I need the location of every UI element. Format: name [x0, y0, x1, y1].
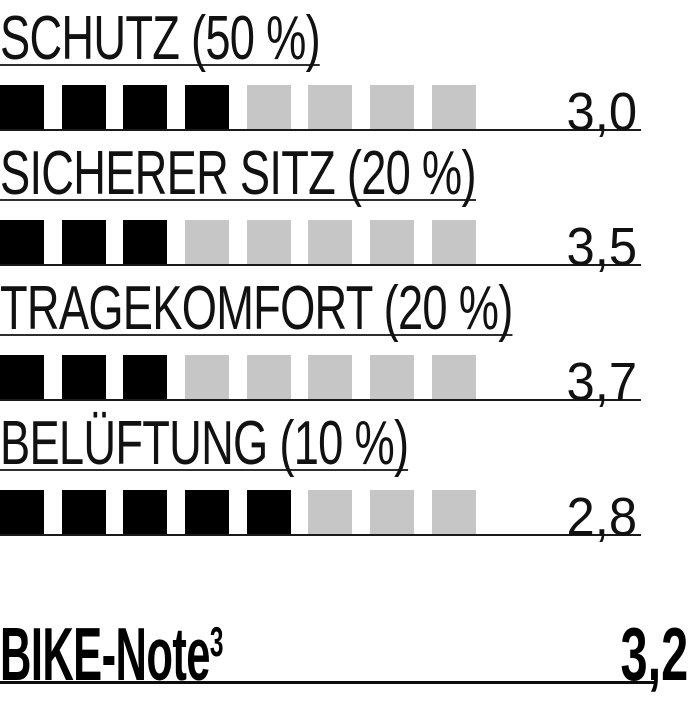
- total-line: [0, 681, 656, 684]
- rating-row-tragekomfort: TRAGEKOMFORT (20 %) 3,7: [0, 270, 689, 409]
- category-label: TRAGEKOMFORT (20 %): [0, 274, 513, 343]
- rating-square-filled: [0, 220, 44, 264]
- rating-square-filled: [0, 355, 44, 399]
- rating-row-sicherer-sitz: SICHERER SITZ (20 %) 3,5: [0, 135, 689, 274]
- row-baseline: [0, 534, 641, 536]
- rating-square-filled: [123, 220, 168, 264]
- rating-square-empty: [431, 85, 476, 129]
- rating-square-empty: [308, 85, 353, 129]
- rating-square-filled: [61, 490, 106, 534]
- rating-square-filled: [0, 490, 44, 534]
- row-baseline: [0, 399, 641, 401]
- rating-value: 3,0: [566, 82, 637, 142]
- rating-square-empty: [185, 220, 230, 264]
- row-baseline: [0, 264, 641, 266]
- total-label: BIKE-Note3: [0, 617, 223, 692]
- rating-square-filled: [246, 490, 291, 534]
- rating-square-empty: [246, 85, 291, 129]
- rating-row-schutz: SCHUTZ (50 %) 3,0: [0, 0, 689, 139]
- rating-square-empty: [246, 355, 291, 399]
- total-value: 3,2: [620, 612, 688, 696]
- rating-square-empty: [308, 355, 353, 399]
- rating-squares: [0, 220, 476, 264]
- rating-square-empty: [370, 85, 415, 129]
- row-baseline: [0, 129, 641, 131]
- rating-square-empty: [308, 490, 353, 534]
- rating-square-filled: [61, 220, 106, 264]
- rating-squares: [0, 85, 476, 129]
- category-label: SICHERER SITZ (20 %): [0, 139, 477, 208]
- rating-squares: [0, 355, 476, 399]
- total-superscript: 3: [209, 618, 224, 665]
- rating-square-filled: [123, 85, 168, 129]
- rating-square-filled: [0, 85, 44, 129]
- rating-square-filled: [185, 85, 230, 129]
- rating-squares: [0, 490, 476, 534]
- category-label: BELÜFTUNG (10 %): [0, 409, 409, 478]
- rating-square-filled: [61, 85, 106, 129]
- rating-square-empty: [185, 355, 230, 399]
- rating-square-empty: [308, 220, 353, 264]
- rating-square-empty: [370, 355, 415, 399]
- rating-square-filled: [61, 355, 106, 399]
- rating-value: 3,7: [566, 352, 637, 412]
- rating-square-filled: [123, 355, 168, 399]
- total-label-text: BIKE-Note: [0, 612, 210, 696]
- rating-square-empty: [431, 220, 476, 264]
- rating-square-filled: [185, 490, 230, 534]
- rating-square-filled: [123, 490, 168, 534]
- rating-square-empty: [431, 490, 476, 534]
- rating-square-empty: [370, 220, 415, 264]
- rating-square-empty: [370, 490, 415, 534]
- rating-square-empty: [431, 355, 476, 399]
- rating-row-belueftung: BELÜFTUNG (10 %) 2,8: [0, 405, 689, 544]
- rating-square-empty: [246, 220, 291, 264]
- category-label: SCHUTZ (50 %): [0, 4, 321, 73]
- rating-value: 2,8: [566, 487, 637, 547]
- rating-value: 3,5: [566, 217, 637, 277]
